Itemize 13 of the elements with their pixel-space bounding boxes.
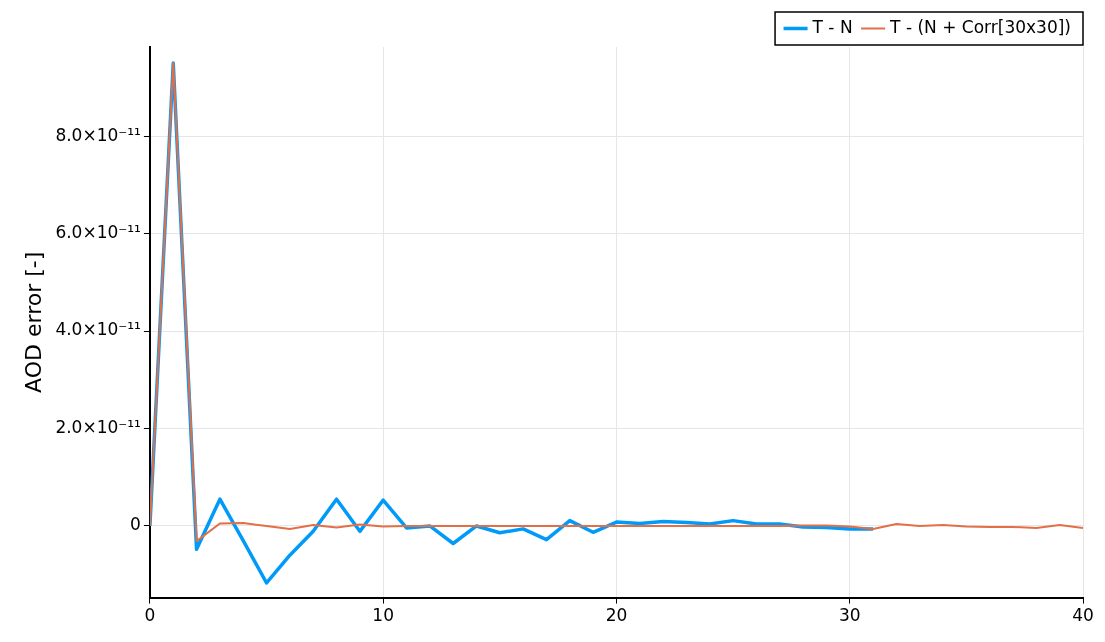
x-tick-label: 30 [838, 605, 861, 626]
y-tick-label: 0 [130, 514, 141, 535]
y-tick-label: 8.0×10⁻¹¹ [55, 124, 141, 145]
y-tick-label: 4.0×10⁻¹¹ [55, 319, 141, 340]
x-tick-label: 40 [1072, 605, 1094, 626]
y-tick-label: 2.0×10⁻¹¹ [55, 416, 141, 437]
y-tick-label: 6.0×10⁻¹¹ [55, 222, 141, 243]
y-axis-title: AOD error [-] [20, 251, 46, 393]
x-tick-label: 10 [372, 605, 395, 626]
legend-label: T - N [811, 16, 853, 37]
x-tick-label: 20 [605, 605, 628, 626]
x-tick-label: 0 [144, 605, 156, 626]
legend-label: T - (N + Corr[30x30]) [889, 16, 1072, 37]
